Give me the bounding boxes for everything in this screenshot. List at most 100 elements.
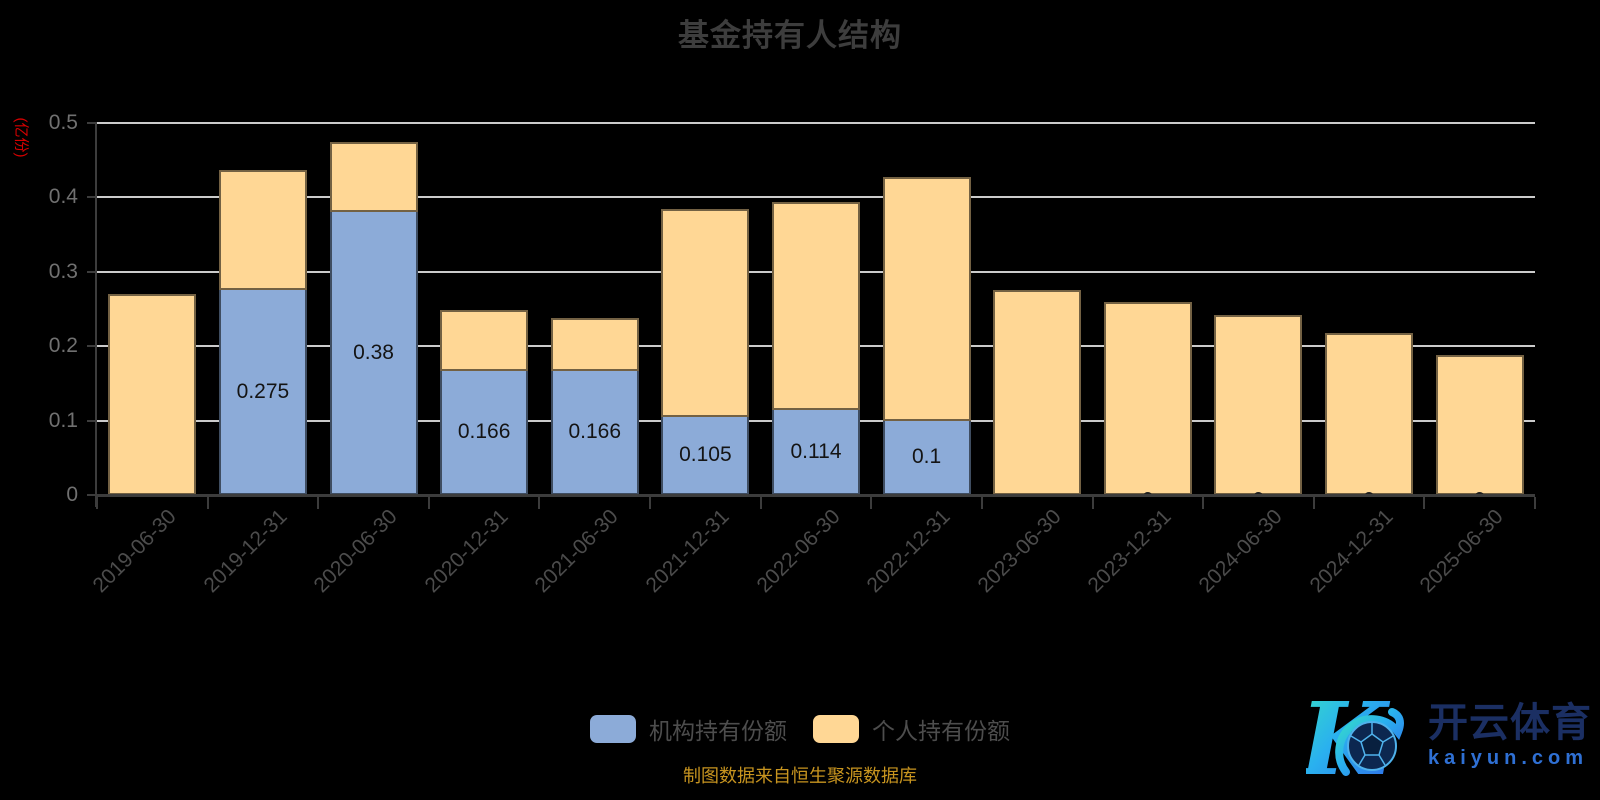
- bar-value-label: 0.166: [568, 420, 622, 444]
- y-axis-tick: [87, 270, 97, 273]
- bar-segment-personal: [882, 176, 971, 421]
- logo-swirl: [1335, 708, 1404, 776]
- y-axis-label: 0.2: [48, 334, 78, 358]
- bar-segment-institution: 0.166: [440, 371, 529, 495]
- legend-swatch-personal-icon: [813, 715, 859, 743]
- x-axis-tick: [1312, 497, 1315, 509]
- bar-2020-12-31: 0.166: [440, 309, 529, 495]
- bar-2024-12-31: 0: [1325, 332, 1414, 495]
- x-axis-tick: [1202, 497, 1205, 509]
- bar-value-label: 0.38: [353, 340, 394, 364]
- legend-item-institution[interactable]: 机构持有份额: [590, 712, 787, 746]
- x-axis-label: 2020-06-30: [309, 505, 402, 598]
- x-axis-label: 2023-12-31: [1083, 505, 1177, 598]
- x-axis-label: 2024-12-31: [1305, 505, 1398, 598]
- y-axis-tick: [87, 122, 97, 124]
- bar-segment-personal: [1103, 302, 1192, 495]
- legend-item-personal[interactable]: 个人持有份额: [813, 712, 1010, 746]
- y-axis-tick: [87, 345, 97, 348]
- x-axis-label: 2025-06-30: [1415, 505, 1508, 598]
- x-axis-label: 2023-06-30: [973, 505, 1066, 598]
- x-axis-tick: [427, 497, 430, 509]
- bar-2025-06-30: 0: [1435, 355, 1524, 495]
- bar-2022-12-31: 0.1: [882, 176, 971, 495]
- x-axis-line: [95, 494, 1535, 497]
- x-axis-label: 2021-06-30: [530, 505, 624, 598]
- bar-segment-personal: [772, 201, 860, 411]
- x-axis-tick: [870, 497, 873, 509]
- legend: 机构持有份额 个人持有份额: [0, 712, 1600, 746]
- bar-segment-personal: [1435, 355, 1524, 495]
- bar-value-label: 0: [1104, 490, 1192, 495]
- y-axis-label: 0.4: [48, 185, 78, 209]
- y-axis-label: 0: [66, 483, 78, 506]
- bar-value-label: 0: [1325, 490, 1413, 495]
- x-axis-tick: [759, 497, 762, 509]
- x-axis-label: 2019-06-30: [88, 505, 181, 598]
- x-axis-tick: [1091, 497, 1094, 509]
- bar-segment-personal: [1325, 332, 1414, 495]
- x-axis-tick: [538, 497, 541, 509]
- y-axis-tick: [87, 419, 97, 422]
- y-axis-line: [95, 123, 97, 507]
- bar-2024-06-30: 0: [1214, 314, 1303, 495]
- bar-segment-institution: 0.166: [550, 371, 639, 495]
- x-axis-label: 2024-06-30: [1194, 505, 1287, 598]
- x-axis-label: 2021-12-31: [641, 505, 734, 598]
- bar-segment-institution: 0.105: [661, 416, 750, 495]
- y-axis-label: 0.1: [48, 408, 78, 432]
- x-axis-label: 2022-06-30: [752, 505, 845, 598]
- watermark-text: 开云体育 kaiyun.com: [1428, 700, 1592, 770]
- bar-segment-personal: [550, 317, 639, 372]
- x-axis-tick: [980, 497, 983, 509]
- bar-2020-06-30: 0.38: [329, 141, 418, 495]
- bar-value-label: 0: [1436, 490, 1524, 495]
- gridline: [97, 196, 1535, 199]
- x-axis-tick: [317, 497, 320, 509]
- bar-2022-06-30: 0.114: [772, 201, 860, 495]
- x-axis-tick: [206, 497, 209, 509]
- x-axis-tick: [96, 497, 98, 509]
- kaiyun-watermark[interactable]: K 开云体育 kaiyun.com: [1306, 692, 1592, 778]
- kaiyun-logo-icon: K: [1306, 692, 1404, 778]
- bar-value-label: 0.166: [457, 420, 511, 444]
- y-axis-label: 0.3: [48, 259, 78, 283]
- bar-2023-12-31: 0: [1103, 302, 1192, 495]
- x-axis-tick: [1534, 497, 1536, 509]
- bar-segment-institution: 0.1: [882, 420, 971, 495]
- bar-2019-12-31: 0.275: [218, 169, 307, 495]
- y-axis-tick: [87, 196, 97, 199]
- soccer-ball-icon: [1347, 721, 1397, 771]
- legend-label-personal: 个人持有份额: [872, 718, 1010, 744]
- x-axis-label: 2020-12-31: [420, 505, 513, 598]
- bar-2019-06-30: [108, 294, 197, 495]
- chart-title: 基金持有人结构: [678, 18, 902, 53]
- bar-segment-personal: [1214, 314, 1303, 495]
- legend-label-institution: 机构持有份额: [649, 718, 787, 744]
- bar-segment-personal: [108, 294, 197, 495]
- bar-2021-06-30: 0.166: [550, 317, 639, 495]
- bar-segment-personal: [993, 289, 1082, 495]
- bar-value-label: 0.114: [790, 439, 842, 463]
- bar-segment-institution: 0.38: [329, 212, 418, 495]
- bar-segment-personal: [440, 309, 529, 372]
- bar-2023-06-30: [993, 289, 1082, 495]
- gridline: [97, 122, 1535, 124]
- bar-segment-personal: [218, 169, 307, 291]
- y-axis-tick: [87, 494, 97, 496]
- data-source-caption: 制图数据来自恒生聚源数据库: [683, 766, 917, 786]
- bar-segment-institution: 0.114: [772, 410, 860, 495]
- x-axis-tick: [649, 497, 652, 509]
- x-axis-label: 2022-12-31: [862, 505, 955, 598]
- bar-value-label: 0: [1214, 490, 1302, 495]
- x-axis-label: 2019-12-31: [198, 505, 292, 598]
- bar-value-label: 0.1: [912, 444, 942, 468]
- bar-value-label: 0.105: [679, 442, 732, 466]
- bar-2021-12-31: 0.105: [661, 208, 750, 495]
- bar-segment-personal: [661, 208, 750, 417]
- bar-segment-institution: 0.275: [218, 290, 307, 495]
- x-axis-tick: [1423, 497, 1426, 509]
- bar-segment-personal: [329, 141, 418, 213]
